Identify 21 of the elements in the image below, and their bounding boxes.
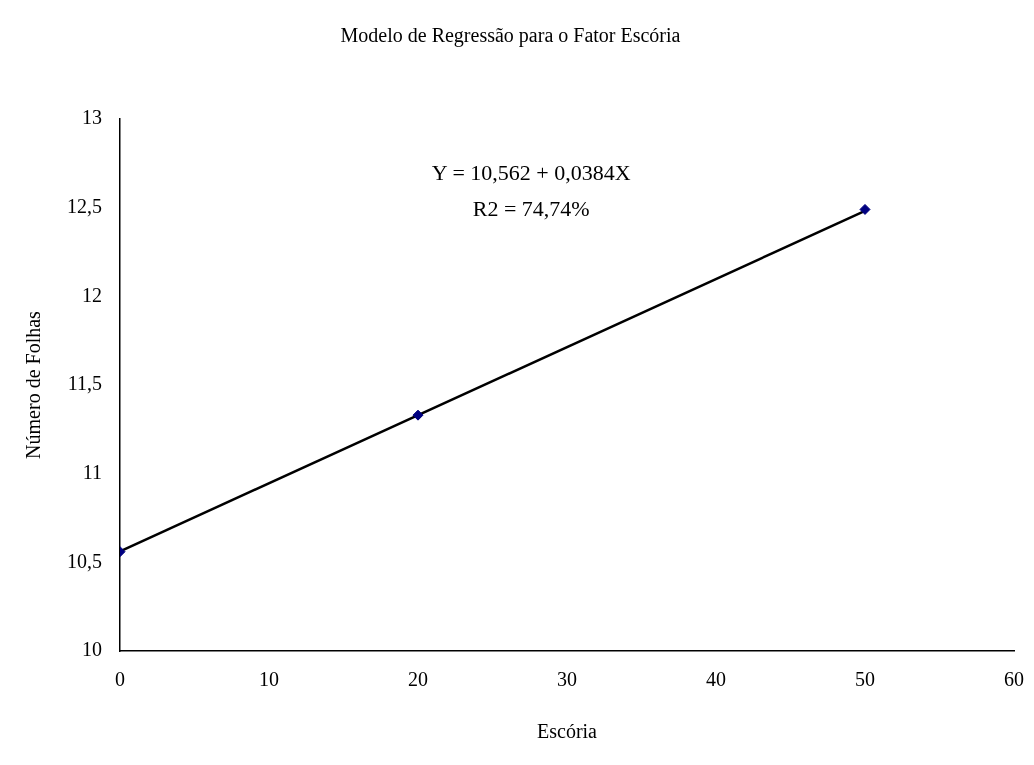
x-tick-label: 60 xyxy=(1004,668,1024,691)
annotation: R2 = 74,74% xyxy=(472,195,590,221)
y-tick-label: 10 xyxy=(82,638,102,661)
y-tick-label: 13 xyxy=(82,106,102,129)
x-axis-title: Escória xyxy=(537,720,598,743)
x-tick-label: 10 xyxy=(259,668,279,691)
y-tick-label: 11 xyxy=(82,460,102,483)
x-tick-label: 0 xyxy=(115,668,125,691)
y-tick-label: 11,5 xyxy=(67,372,102,395)
y-axis-title: Número de Folhas xyxy=(22,310,45,459)
y-tick-label: 12,5 xyxy=(67,194,102,217)
y-tick-label: 10,5 xyxy=(67,549,102,572)
x-tick-label: 20 xyxy=(408,668,428,691)
x-tick-label: 40 xyxy=(706,668,726,691)
chart-title: Modelo de Regressão para o Fator Escória xyxy=(340,24,681,48)
annotation: Y = 10,562 + 0,0384X xyxy=(431,159,631,185)
point xyxy=(859,203,871,215)
y-tick-label: 12 xyxy=(82,283,102,306)
x-tick-label: 50 xyxy=(855,668,875,691)
x-tick-label: 30 xyxy=(557,668,577,691)
point xyxy=(412,409,424,421)
